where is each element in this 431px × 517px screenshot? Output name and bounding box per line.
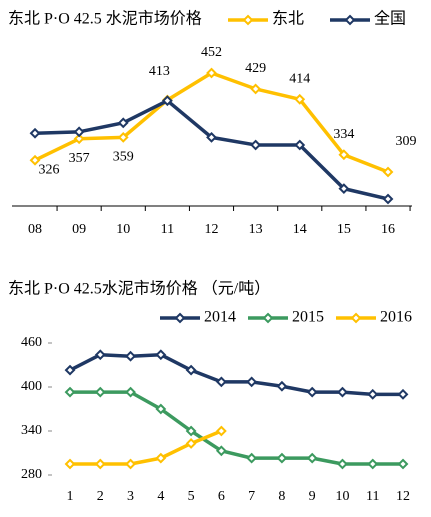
- marker: [125, 350, 136, 362]
- marker: [73, 126, 85, 138]
- legend-label: 2015: [292, 309, 324, 326]
- x-tick-label: 16: [381, 222, 395, 237]
- x-tick-label: 12: [396, 489, 410, 504]
- data-label: 359: [113, 150, 134, 165]
- marker: [125, 386, 136, 398]
- data-label: 414: [289, 72, 310, 87]
- marker: [350, 312, 362, 324]
- data-label: 413: [149, 64, 170, 79]
- chart-title: 东北 P·O 42.5 水泥市场价格: [8, 10, 202, 28]
- legend-label: 东北: [272, 10, 304, 28]
- x-tick-label: 8: [278, 489, 285, 504]
- marker: [29, 127, 41, 139]
- marker: [306, 452, 318, 464]
- marker: [337, 386, 348, 398]
- legend-label: 2014: [204, 309, 236, 326]
- marker: [94, 458, 106, 470]
- x-tick-label: 9: [309, 489, 316, 504]
- marker: [250, 83, 262, 95]
- marker: [185, 425, 197, 437]
- x-tick-label: 11: [366, 489, 379, 504]
- marker: [155, 349, 167, 361]
- series-line: [69, 352, 403, 397]
- marker: [155, 452, 167, 464]
- marker: [262, 312, 274, 324]
- marker: [367, 388, 379, 400]
- marker: [250, 139, 262, 151]
- data-label: 334: [333, 127, 354, 142]
- marker: [64, 458, 76, 470]
- y-tick-label: 280: [21, 467, 42, 482]
- x-tick-label: 10: [116, 222, 130, 237]
- data-label: 357: [69, 151, 90, 166]
- x-tick-label: 4: [157, 489, 164, 504]
- y-tick-label: 340: [21, 423, 42, 438]
- marker: [206, 67, 217, 79]
- x-tick-label: 13: [249, 222, 263, 237]
- marker: [337, 458, 348, 470]
- y-tick-label: 460: [21, 335, 42, 350]
- marker: [185, 438, 197, 449]
- marker: [246, 452, 258, 464]
- x-tick-label: 11: [161, 222, 174, 237]
- x-tick-label: 14: [293, 222, 307, 237]
- marker: [382, 193, 394, 205]
- x-tick-label: 15: [337, 222, 351, 237]
- marker: [215, 425, 227, 437]
- series-line: [70, 390, 403, 466]
- marker: [344, 14, 356, 26]
- x-tick-label: 12: [205, 222, 219, 237]
- data-label: 326: [39, 162, 60, 177]
- x-tick-label: 09: [72, 222, 86, 237]
- marker: [276, 452, 288, 464]
- marker: [64, 364, 76, 376]
- marker: [94, 386, 106, 398]
- marker: [117, 131, 129, 143]
- x-tick-label: 5: [188, 489, 195, 504]
- marker: [294, 139, 306, 151]
- marker: [94, 349, 106, 361]
- x-tick-label: 6: [218, 489, 225, 504]
- marker: [397, 388, 409, 400]
- x-tick-label: 08: [28, 222, 42, 237]
- data-label: 429: [245, 61, 266, 76]
- marker: [246, 376, 258, 388]
- chart-title: 东北 P·O 42.5水泥市场价格 （元/吨）: [8, 280, 270, 298]
- marker: [215, 376, 227, 388]
- data-label: 452: [201, 45, 222, 60]
- marker: [294, 93, 306, 105]
- marker: [338, 149, 350, 161]
- marker: [185, 364, 197, 376]
- marker: [161, 95, 173, 107]
- x-tick-label: 3: [127, 489, 134, 504]
- marker: [397, 458, 409, 470]
- marker: [382, 166, 394, 178]
- legend-label: 全国: [374, 10, 406, 28]
- marker: [206, 131, 217, 143]
- marker: [125, 458, 136, 470]
- marker: [215, 445, 227, 457]
- marker: [276, 380, 288, 392]
- marker: [64, 386, 76, 398]
- data-label: 309: [396, 134, 417, 149]
- legend-label: 2016: [380, 309, 412, 326]
- x-tick-label: 7: [248, 489, 255, 504]
- marker: [338, 183, 350, 195]
- marker: [73, 133, 85, 145]
- x-tick-label: 10: [335, 489, 349, 504]
- marker: [29, 154, 41, 166]
- marker: [306, 386, 318, 398]
- series-line: [34, 98, 389, 201]
- marker: [174, 312, 186, 324]
- marker: [367, 458, 379, 470]
- marker: [117, 117, 129, 129]
- marker: [155, 403, 167, 415]
- y-tick-label: 400: [21, 379, 42, 394]
- x-tick-label: 1: [67, 489, 74, 504]
- x-tick-label: 2: [97, 489, 104, 504]
- marker: [242, 14, 254, 26]
